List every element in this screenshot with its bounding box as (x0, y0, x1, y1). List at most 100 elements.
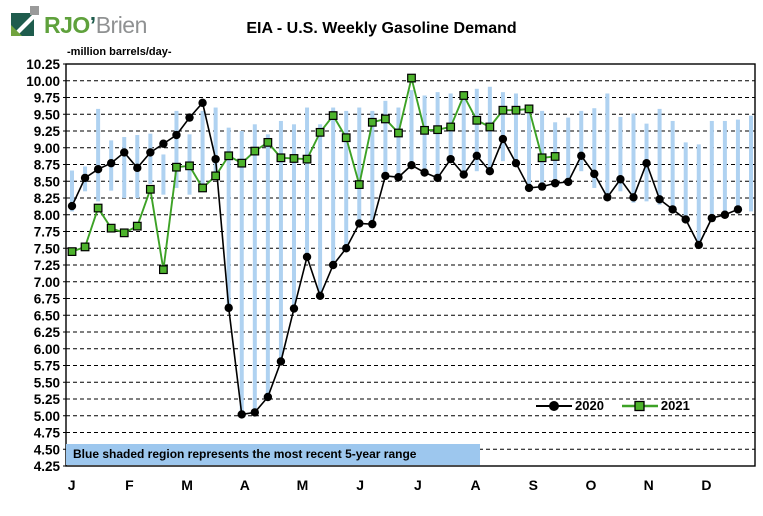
five-year-range-bar (709, 120, 714, 219)
series-2021-point (172, 162, 181, 172)
y-tick-label: 9.25 (34, 124, 61, 139)
five-year-range-bar (592, 108, 597, 188)
series-2020-point (263, 392, 273, 402)
y-tick-label: 7.75 (34, 225, 61, 240)
rjo-brien-logo: RJO’Brien (8, 6, 147, 39)
series-2020-point (616, 175, 625, 184)
y-tick-label: 6.75 (34, 292, 61, 307)
series-2020-point (420, 168, 429, 177)
series-2020-point (603, 193, 612, 202)
series-2020-point (459, 170, 468, 179)
series-2020-point (289, 304, 299, 313)
five-year-range-bar (291, 124, 296, 309)
y-tick-label: 4.50 (34, 442, 60, 457)
series-2021-point (498, 105, 508, 115)
y-tick-label: 4.75 (34, 426, 61, 441)
y-tick-label: 9.75 (34, 91, 61, 106)
five-year-range-bar (696, 144, 701, 245)
series-2020-point (485, 167, 495, 176)
series-2021-point (185, 161, 194, 171)
five-year-range-bar (540, 110, 545, 187)
five-year-range-bar (605, 93, 610, 198)
series-2020-point (80, 173, 90, 183)
series-2020-point (642, 158, 651, 168)
series-2020-point (355, 219, 364, 228)
series-2021-point (328, 111, 338, 120)
y-tick-label: 5.75 (34, 359, 61, 374)
rjo-brien-logo-icon (11, 6, 39, 36)
series-2021-point (511, 105, 521, 115)
y-tick-label: 6.50 (34, 308, 60, 323)
five-year-range-bar (500, 92, 505, 162)
five-year-range-bar (318, 124, 323, 296)
series-2021-point (119, 228, 129, 238)
series-2020-point (120, 148, 129, 157)
y-tick-label: 4.25 (34, 459, 61, 474)
series-2021-point (315, 127, 325, 137)
y-tick-label: 8.50 (34, 174, 60, 189)
x-month-label: F (125, 477, 134, 493)
five-year-range-bar (722, 120, 727, 215)
series-2020-point (472, 151, 481, 160)
five-year-range-bar (631, 113, 636, 203)
series-2020-point (629, 193, 638, 202)
chart-legend: 2020 2021 (536, 398, 690, 413)
five-year-range-bar (278, 120, 283, 362)
x-month-label: M (297, 477, 309, 493)
series-2020-point (563, 177, 573, 187)
five-year-range-bar (383, 100, 388, 176)
series-2020-point (250, 408, 260, 417)
five-year-range-bar (148, 133, 153, 184)
five-year-range-bar (566, 117, 571, 182)
series-2020-point (368, 219, 377, 229)
logo-brien: Brien (95, 12, 148, 38)
series-2020-point (328, 260, 338, 270)
series-2021-point (145, 184, 155, 194)
series-2020-point (590, 169, 599, 179)
five-year-range-bar (357, 107, 362, 224)
series-2020-point (381, 171, 390, 181)
series-2020-point (106, 158, 116, 168)
series-2021-point (276, 153, 286, 163)
series-2021-point (420, 125, 429, 135)
y-tick-label: 10.25 (26, 57, 60, 72)
series-2020-point (433, 173, 442, 183)
y-tick-label: 5.25 (34, 392, 61, 407)
x-month-label: S (529, 477, 538, 493)
five-year-range-bar (513, 93, 518, 164)
series-2021-point (459, 91, 469, 100)
legend-item-2020: 2020 (536, 398, 604, 413)
series-2021-point (433, 125, 443, 135)
y-tick-label: 6.25 (34, 325, 61, 340)
series-2020-point (159, 139, 168, 148)
series-2020-point (394, 173, 403, 182)
series-2021-point (159, 265, 168, 275)
series-2021-point (237, 158, 247, 168)
series-2020-point (407, 160, 416, 170)
series-2020-point (198, 98, 207, 108)
series-2020-point (93, 164, 103, 174)
series-2021-point (550, 152, 560, 161)
series-2020-point (537, 182, 547, 191)
x-month-label: O (586, 477, 597, 493)
logo-rjo: RJO (44, 12, 90, 38)
series-2020-point (694, 240, 703, 250)
series-2020-point (550, 179, 560, 188)
rjo-brien-logo-text: RJO’Brien (44, 12, 147, 39)
y-tick-label: 9.00 (34, 141, 60, 156)
range-note: Blue shaded region represents the most r… (66, 444, 480, 465)
x-month-label: A (471, 477, 481, 493)
series-2020-point (224, 303, 233, 313)
series-2021-point (132, 221, 142, 231)
y-tick-label: 8.25 (34, 191, 61, 206)
five-year-range-bar (670, 120, 675, 210)
y-tick-label: 8.75 (34, 158, 61, 173)
five-year-range-bar (213, 107, 218, 175)
series-2021-point (367, 117, 377, 127)
y-tick-label: 10.00 (26, 74, 60, 89)
five-year-range-bar (435, 92, 440, 178)
five-year-range-bar (239, 131, 244, 415)
legend-item-2021: 2021 (621, 398, 690, 413)
series-2021-point (106, 223, 116, 233)
series-2020-point (185, 113, 194, 122)
